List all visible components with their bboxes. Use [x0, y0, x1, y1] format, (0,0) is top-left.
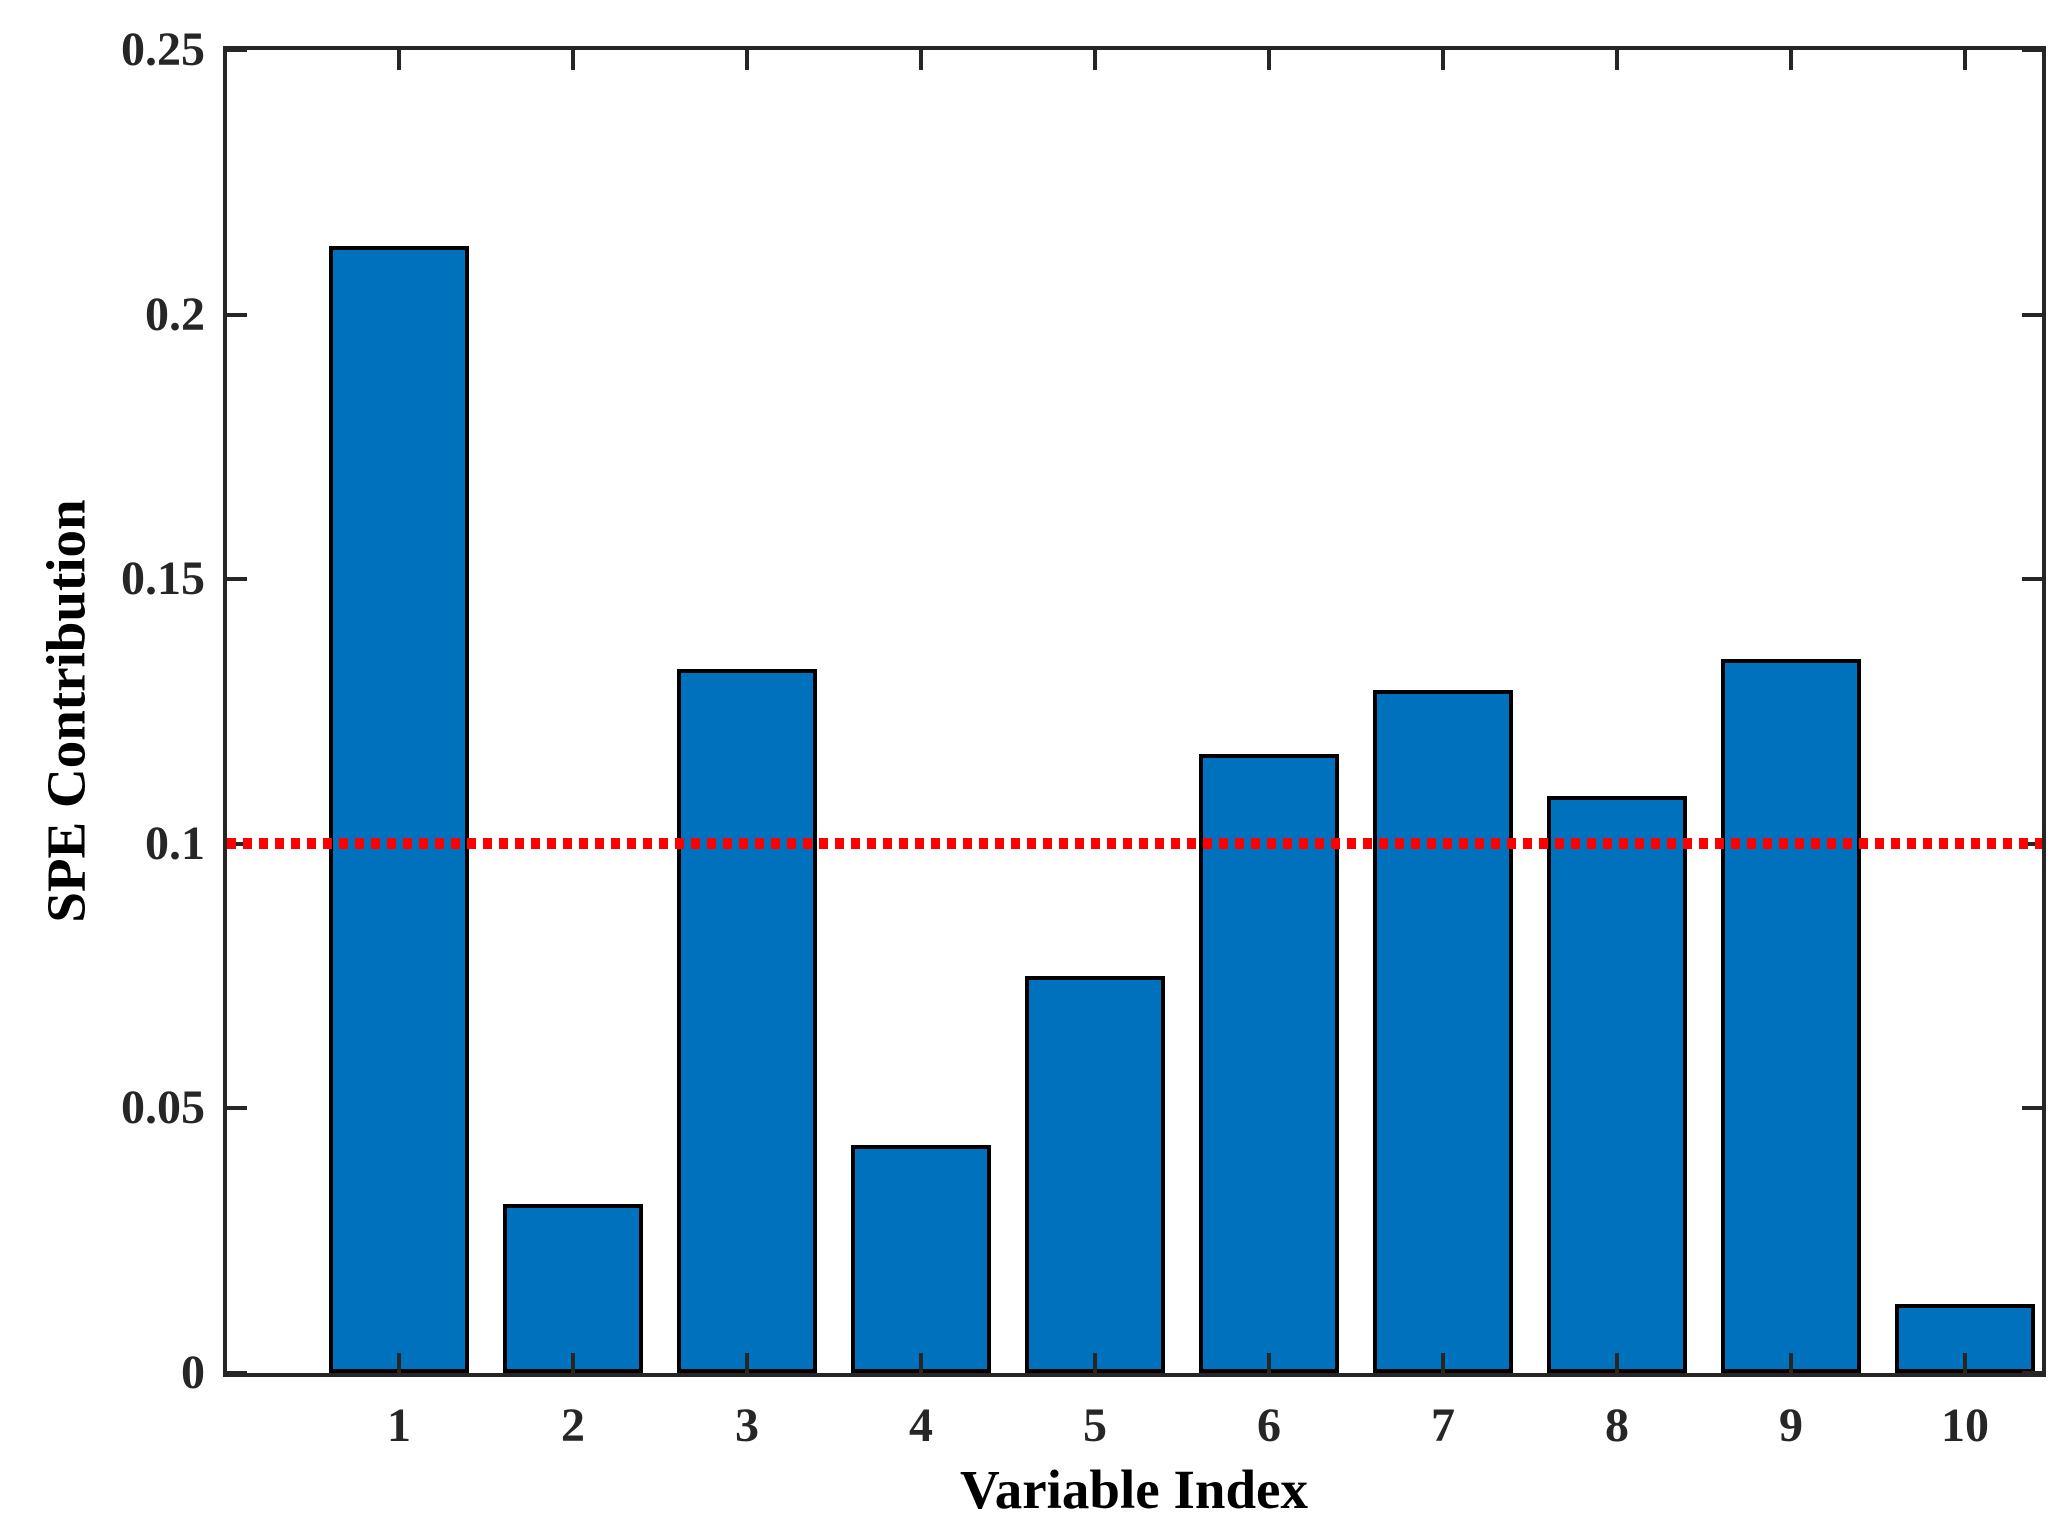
x-tick-bottom — [745, 1353, 749, 1373]
x-tick-label-7: 7 — [1431, 1399, 1455, 1452]
x-tick-label-8: 8 — [1605, 1399, 1629, 1452]
y-tick-left — [227, 577, 247, 582]
x-tick-label-3: 3 — [735, 1399, 759, 1452]
x-tick-top — [1789, 50, 1793, 70]
x-tick-top — [1963, 50, 1967, 70]
x-tick-label-1: 1 — [387, 1399, 411, 1452]
x-tick-label-2: 2 — [561, 1399, 585, 1452]
y-tick-right — [2022, 1106, 2042, 1111]
y-tick-label-0.15: 0.15 — [121, 552, 205, 606]
x-tick-label-9: 9 — [1779, 1399, 1803, 1452]
bar-variable-9 — [1721, 659, 1861, 1373]
bar-variable-6 — [1199, 754, 1339, 1373]
x-tick-top — [745, 50, 749, 70]
threshold-line — [227, 838, 2042, 849]
x-tick-top — [1441, 50, 1445, 70]
plot-area — [223, 46, 2046, 1377]
y-tick-left — [227, 312, 247, 317]
y-tick-left — [227, 1106, 247, 1111]
bar-variable-2 — [503, 1204, 643, 1373]
x-axis-title: Variable Index — [960, 1459, 1308, 1520]
x-tick-bottom — [919, 1353, 923, 1373]
x-tick-top — [397, 50, 401, 70]
x-tick-bottom — [1267, 1353, 1271, 1373]
y-tick-left — [227, 48, 247, 52]
bar-variable-3 — [677, 669, 817, 1373]
x-tick-bottom — [1789, 1353, 1793, 1373]
x-tick-top — [1615, 50, 1619, 70]
x-tick-bottom — [1093, 1353, 1097, 1373]
x-tick-top — [919, 50, 923, 70]
x-tick-top — [571, 50, 575, 70]
x-tick-bottom — [1615, 1353, 1619, 1373]
y-tick-label-0.1: 0.1 — [145, 816, 205, 870]
bar-variable-5 — [1025, 976, 1165, 1373]
bar-variable-8 — [1547, 796, 1687, 1373]
x-tick-top — [1093, 50, 1097, 70]
y-tick-right — [2022, 1371, 2042, 1375]
x-tick-top — [1267, 50, 1271, 70]
x-tick-label-5: 5 — [1083, 1399, 1107, 1452]
y-tick-right — [2022, 48, 2042, 52]
x-tick-label-10: 10 — [1941, 1399, 1989, 1452]
y-tick-label-0.25: 0.25 — [121, 23, 205, 76]
x-tick-bottom — [571, 1353, 575, 1373]
y-tick-label-0.05: 0.05 — [121, 1081, 205, 1135]
y-tick-right — [2022, 312, 2042, 317]
x-tick-bottom — [1963, 1353, 1967, 1373]
x-tick-bottom — [1441, 1353, 1445, 1373]
bar-variable-1 — [329, 246, 469, 1373]
x-tick-label-4: 4 — [909, 1399, 933, 1452]
y-tick-label-0.2: 0.2 — [145, 287, 205, 341]
x-tick-bottom — [397, 1353, 401, 1373]
x-tick-label-6: 6 — [1257, 1399, 1281, 1452]
bar-variable-4 — [851, 1145, 991, 1373]
y-tick-left — [227, 1371, 247, 1375]
plot-inner — [227, 48, 2042, 1375]
y-tick-right — [2022, 577, 2042, 582]
y-tick-label-0: 0 — [181, 1346, 205, 1399]
bar-variable-7 — [1373, 690, 1513, 1373]
